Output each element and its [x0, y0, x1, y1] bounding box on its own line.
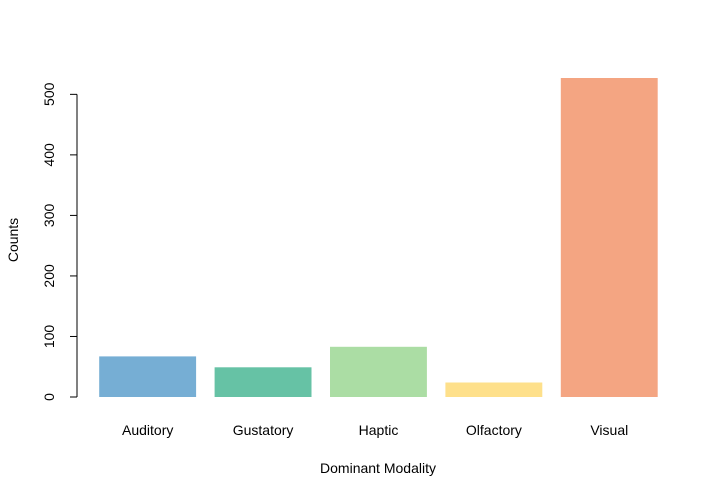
y-axis: 0 100 200 300 400 500 [41, 82, 78, 401]
bar-auditory [99, 356, 197, 397]
x-tick-label-gustatory: Gustatory [233, 422, 294, 438]
y-tick-label-100: 100 [41, 325, 57, 349]
x-tick-label-haptic: Haptic [359, 422, 399, 438]
x-axis-labels: Auditory Gustatory Haptic Olfactory Visual [122, 422, 628, 438]
y-tick-label-200: 200 [41, 264, 57, 288]
y-tick-label-400: 400 [41, 143, 57, 167]
bars [99, 78, 658, 397]
x-tick-label-visual: Visual [590, 422, 628, 438]
x-tick-label-olfactory: Olfactory [466, 422, 522, 438]
y-tick-label-0: 0 [41, 393, 57, 401]
y-tick-label-500: 500 [41, 82, 57, 106]
bar-haptic [330, 346, 427, 397]
bar-gustatory [214, 367, 312, 397]
y-axis-title: Counts [5, 218, 21, 262]
y-tick-label-300: 300 [41, 204, 57, 228]
x-axis-title: Dominant Modality [320, 460, 436, 476]
bar-visual [560, 78, 658, 397]
x-tick-label-auditory: Auditory [122, 422, 173, 438]
bar-olfactory [445, 382, 543, 397]
